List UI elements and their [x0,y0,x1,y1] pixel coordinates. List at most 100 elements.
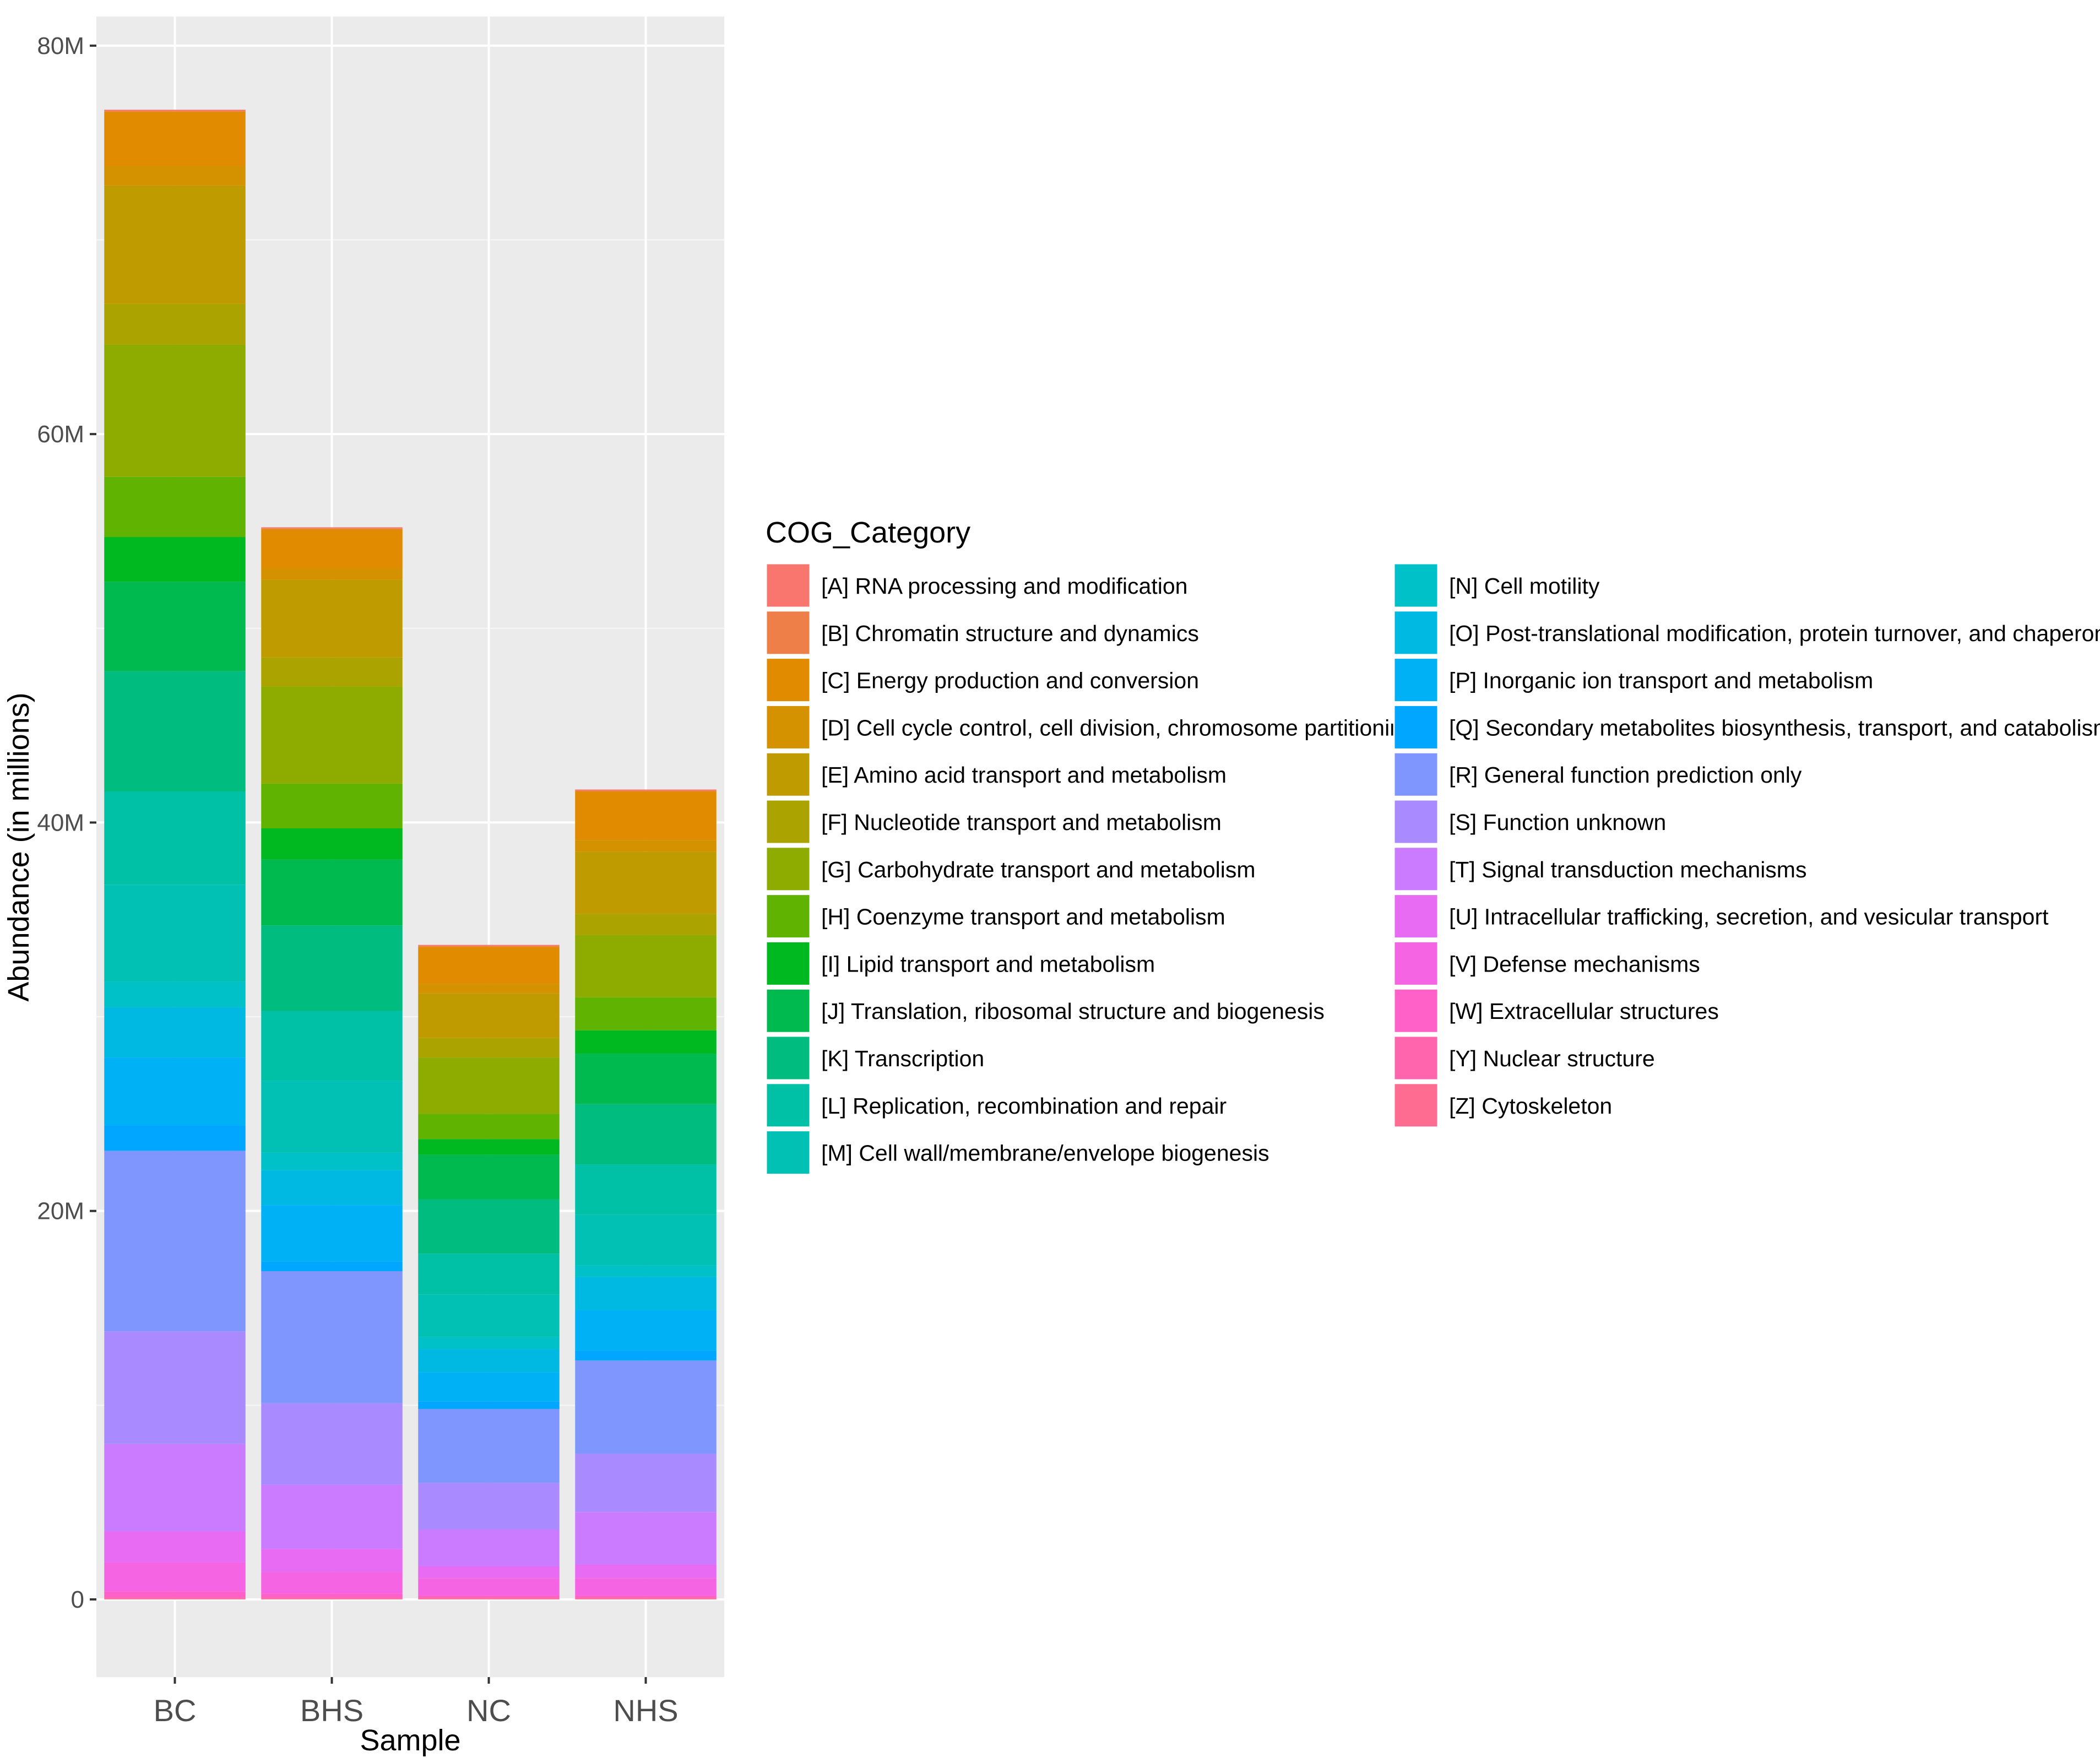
x-tick-label: NHS [613,1693,678,1728]
bar-segment [261,859,403,926]
bar-segment [575,1310,717,1351]
bar-segment [261,1011,403,1081]
bar-segment [104,303,246,345]
bar-segment [261,925,403,1011]
legend-key [765,1130,811,1176]
bar-segment [575,1265,717,1277]
bar-segment [575,789,717,791]
x-tick-label: BC [154,1693,197,1728]
legend-key [765,799,811,845]
bar-segment [104,110,246,111]
legend-key [1393,751,1439,798]
bar-segment [104,344,246,477]
legend-label: [B] Chromatin structure and dynamics [821,621,1199,646]
axes: 0 20M 40M 60M 80M BC BHS NC NHS [37,32,678,1728]
bar-segment [104,476,246,538]
legend-label: [A] RNA processing and modification [821,573,1187,599]
y-tick-label: 20M [37,1198,84,1225]
legend-key [765,751,811,798]
bar-segment [104,671,246,791]
bar-segment [575,1595,717,1598]
bars [104,110,717,1599]
bar-segment [418,1057,560,1114]
legend-label: [D] Cell cycle control, cell division, c… [821,715,1415,740]
bar-segment [261,1271,403,1403]
bar-segment [418,1372,560,1402]
bar-segment [261,783,403,828]
bar-segment [261,1549,403,1572]
bar-segment [418,984,560,994]
legend-key [765,893,811,940]
bar-segment [575,791,717,840]
bar-segment [261,1261,403,1271]
bar-segment [575,1453,717,1512]
bar-segment [104,1531,246,1563]
bar-segment [418,946,560,947]
legend-key [765,562,811,609]
bar-segment [418,1566,560,1578]
bar-segment [261,1403,403,1485]
legend-key [765,610,811,656]
bar-segment [104,791,246,885]
bar-segment [418,1409,560,1483]
legend-key [1393,893,1439,940]
bar-segment [575,1214,717,1266]
bar-segment [104,1331,246,1444]
y-tick-label: 80M [37,32,84,59]
bar-segment [104,1007,246,1058]
bar-segment [418,1154,560,1200]
bar-segment [261,579,403,658]
legend-label: [V] Defense mechanisms [1449,951,1700,977]
legend-title: COG_Category [766,516,970,549]
legend-label: [I] Lipid transport and metabolism [821,951,1155,977]
legend-label: [P] Inorganic ion transport and metaboli… [1449,668,1873,693]
legend-label: [O] Post-translational modification, pro… [1449,621,2100,646]
bar-segment [104,582,246,671]
legend-label: [U] Intracellular trafficking, secretion… [1449,904,2049,930]
bar-segment [418,1597,560,1599]
legend-key [765,1035,811,1081]
bar-segment [104,1562,246,1592]
legend-key [765,988,811,1034]
legend-label: [E] Amino acid transport and metabolism [821,762,1227,788]
legend-key [765,704,811,750]
bar-segment [261,1597,403,1599]
legend-key [765,846,811,892]
bar-segment [261,1152,403,1170]
legend-label: [F] Nucleotide transport and metabolism [821,810,1222,835]
bar-segment [575,790,717,791]
bar-segment [104,981,246,1007]
bar-segment [575,1360,717,1454]
legend-label: [H] Coenzyme transport and metabolism [821,904,1225,930]
legend-label: [W] Extracellular structures [1449,999,1719,1024]
bar-segment [418,945,560,946]
legend-label: [N] Cell motility [1449,573,1600,599]
bar-segment [418,1349,560,1373]
y-tick-label: 60M [37,421,84,448]
legend-key [1393,562,1439,609]
legend-label: [T] Signal transduction mechanisms [1449,857,1806,882]
x-tick-label: BHS [300,1693,363,1728]
legend-key [1393,610,1439,656]
bar-segment [418,1578,560,1596]
bar-segment [104,185,246,304]
bar-segment [261,657,403,687]
bar-segment [261,1170,403,1206]
bar-segment [261,529,403,568]
legend-label: [C] Energy production and conversion [821,668,1199,693]
legend-label: [S] Function unknown [1449,810,1666,835]
x-tick-label: NC [466,1693,511,1728]
bar-segment [575,1598,717,1599]
bar-segment [575,1597,717,1599]
bar-segment [261,828,403,860]
bar-segment [575,914,717,935]
y-tick-label: 40M [37,809,84,836]
legend-key [765,940,811,986]
bar-segment [418,1337,560,1349]
bar-segment [418,1139,560,1155]
legend-key [1393,799,1439,845]
bar-segment [575,1564,717,1578]
bar-segment [575,1164,717,1215]
bar-segment [575,1104,717,1165]
